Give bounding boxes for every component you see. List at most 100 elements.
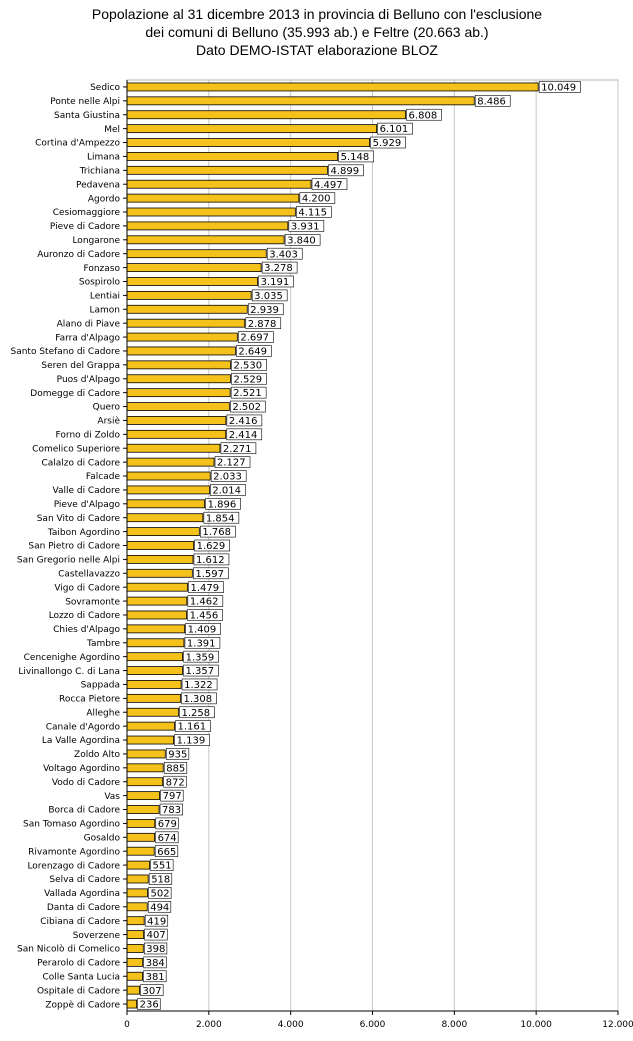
category-label: Alano di Piave [57, 319, 121, 329]
category-label: Mel [104, 125, 120, 135]
value-label: 1.896 [208, 499, 237, 510]
value-label: 5.148 [341, 152, 370, 163]
value-label: 2.878 [248, 319, 277, 330]
value-label: 885 [166, 763, 185, 774]
value-label: 1.308 [184, 694, 213, 705]
category-label: Farra d'Alpago [55, 333, 120, 343]
bar [126, 874, 149, 884]
value-label-box [181, 678, 218, 691]
value-label: 679 [158, 819, 177, 830]
chart-title-line-3: Dato DEMO-ISTAT elaborazione BLOZ [196, 42, 438, 58]
value-label: 665 [157, 847, 176, 858]
value-label-box [200, 525, 236, 538]
bar [126, 971, 143, 981]
value-label: 6.808 [409, 110, 438, 121]
value-label: 307 [143, 986, 162, 997]
value-label: 2.530 [234, 360, 263, 371]
chart-title-line-2: dei comuni di Belluno (35.993 ab.) e Fel… [145, 24, 488, 40]
value-label: 2.416 [229, 416, 258, 427]
category-label: San Tomaso Agordino [23, 820, 120, 830]
category-label: Vodo di Cadore [52, 778, 121, 788]
category-label: Zoldo Alto [74, 750, 120, 760]
value-label: 1.462 [190, 597, 219, 608]
category-label: Ponte nelle Alpi [50, 97, 120, 107]
value-label: 1.409 [188, 624, 217, 635]
value-label: 2.127 [217, 458, 246, 469]
category-label: Trichiana [79, 167, 120, 177]
bar [126, 652, 184, 662]
value-label: 236 [140, 1000, 159, 1011]
value-label-box [174, 734, 210, 746]
category-label: Lamon [89, 305, 120, 315]
value-label: 4.497 [314, 180, 343, 191]
value-label-box [175, 720, 211, 732]
value-label-box [230, 400, 266, 413]
category-label: Agordo [88, 194, 121, 204]
value-label: 6.101 [380, 124, 409, 135]
category-label: Cencenighe Agordino [24, 653, 121, 663]
bar [126, 374, 231, 384]
bar [126, 346, 236, 356]
bar [126, 263, 262, 272]
bar [126, 680, 182, 689]
category-label: Calalzo di Cadore [41, 458, 120, 468]
category-label: Falcade [86, 472, 121, 482]
value-label-box [203, 511, 240, 524]
value-label: 2.414 [229, 430, 258, 441]
value-label-box [194, 539, 230, 552]
value-label: 1.854 [206, 513, 235, 524]
value-label-box [205, 498, 241, 510]
value-label: 502 [151, 888, 170, 899]
category-label: San Pietro di Cadore [28, 542, 120, 552]
category-label: Lozzo di Cadore [49, 611, 121, 621]
bar [126, 610, 187, 620]
x-tick-label: 4.000 [278, 1020, 304, 1030]
bar [126, 527, 200, 537]
bar [126, 332, 238, 342]
category-label: Perarolo di Cadore [37, 959, 120, 969]
value-label-box [214, 456, 251, 468]
bar [126, 749, 166, 759]
chart-title-line-1: Popolazione al 31 dicembre 2013 in provi… [92, 6, 542, 22]
value-label-box [311, 178, 348, 191]
value-label-box [370, 136, 406, 149]
bar [126, 638, 185, 648]
value-label: 551 [153, 861, 172, 872]
value-label-box [377, 122, 413, 135]
x-tick-label: 10.000 [520, 1020, 552, 1030]
value-label: 2.014 [212, 486, 241, 497]
bar [126, 416, 227, 425]
value-label-box [266, 247, 303, 260]
value-label: 872 [166, 777, 185, 788]
value-label: 783 [162, 805, 181, 816]
category-label: Soverzene [73, 931, 121, 941]
value-label: 407 [147, 930, 166, 941]
value-label: 2.271 [223, 444, 252, 455]
category-label: Seren del Grappa [41, 361, 120, 371]
category-label: Vas [104, 792, 120, 802]
bar [126, 165, 328, 175]
bar [126, 207, 296, 217]
value-label-box [226, 428, 263, 441]
category-label: Fonzaso [83, 264, 120, 274]
bar [126, 429, 227, 439]
bar [126, 318, 246, 328]
bar [126, 777, 164, 787]
bar [126, 193, 300, 203]
bar [126, 860, 150, 870]
value-label-box [251, 289, 288, 302]
value-label-box [147, 900, 172, 913]
bar [126, 624, 186, 634]
value-label-box [143, 956, 167, 969]
bar [126, 596, 188, 606]
value-label: 2.649 [238, 347, 267, 358]
bar [126, 499, 205, 509]
value-label: 494 [150, 902, 169, 913]
category-label: Selva di Cadore [49, 875, 120, 885]
value-label-box [474, 95, 511, 107]
bar [126, 763, 164, 773]
category-label: Borca di Cadore [48, 806, 120, 816]
category-label: Sappada [81, 681, 120, 691]
category-label: Longarone [72, 236, 120, 246]
